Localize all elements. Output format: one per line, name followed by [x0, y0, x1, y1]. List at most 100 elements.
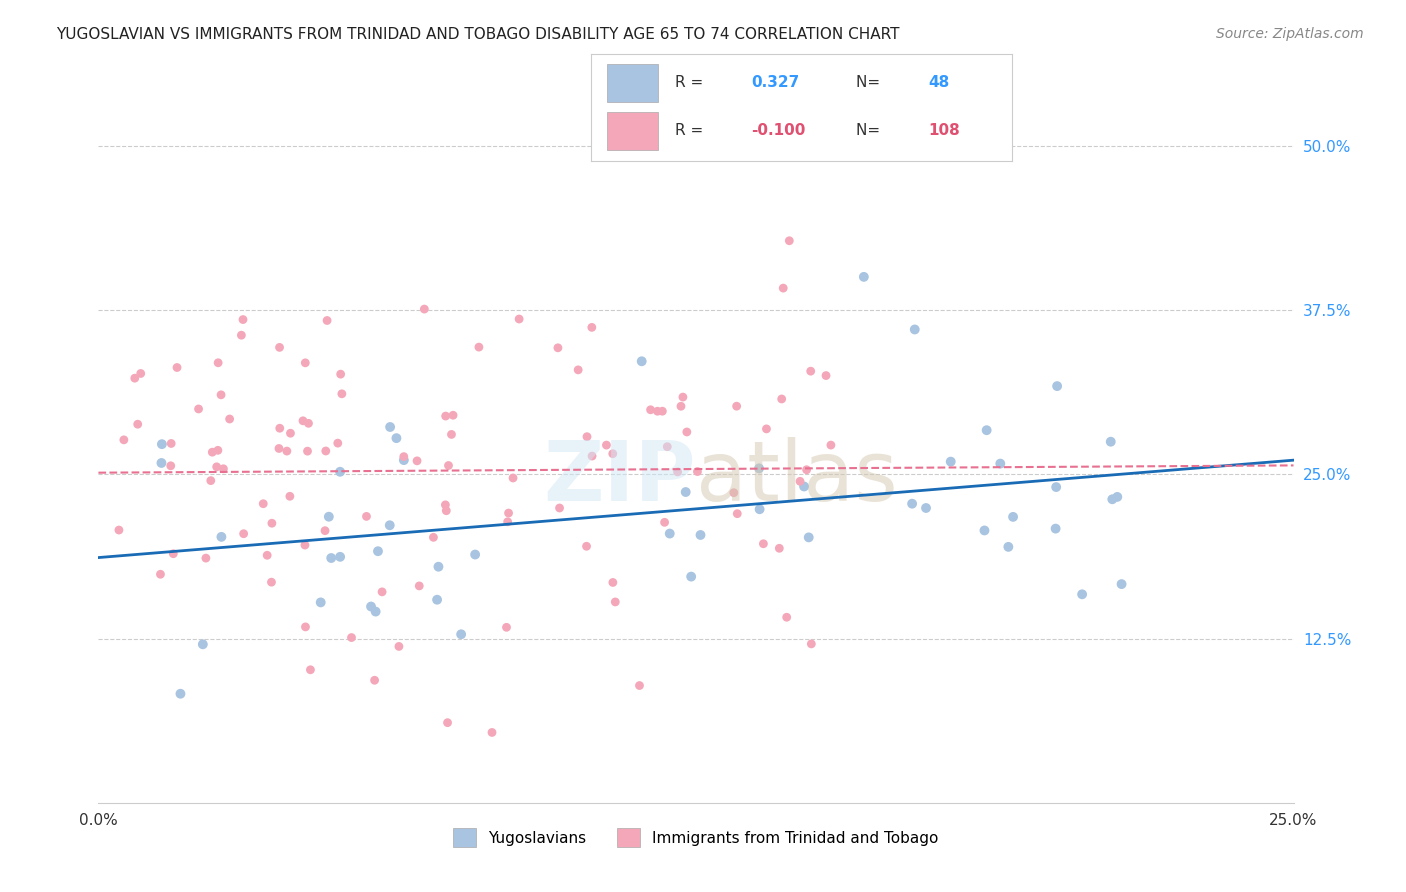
- Point: [371, 585, 394, 599]
- Point: [630, 354, 652, 368]
- Point: [280, 426, 302, 441]
- Point: [256, 549, 278, 563]
- Point: [150, 456, 173, 470]
- Point: [502, 471, 524, 485]
- Point: [437, 458, 460, 473]
- Point: [169, 687, 191, 701]
- Point: [675, 485, 697, 500]
- Point: [434, 504, 457, 518]
- Point: [658, 526, 681, 541]
- Point: [575, 539, 598, 553]
- Point: [309, 595, 332, 609]
- Point: [1045, 480, 1067, 494]
- Point: [915, 501, 938, 516]
- Point: [318, 509, 340, 524]
- Text: -0.100: -0.100: [751, 123, 806, 138]
- Point: [294, 620, 316, 634]
- Point: [108, 523, 131, 537]
- Text: 48: 48: [928, 75, 949, 90]
- Point: [315, 444, 337, 458]
- Text: N=: N=: [856, 75, 886, 90]
- Point: [496, 515, 519, 529]
- Point: [654, 516, 676, 530]
- Point: [575, 430, 598, 444]
- Point: [127, 417, 149, 432]
- Point: [725, 507, 748, 521]
- Point: [422, 530, 444, 544]
- Point: [166, 360, 188, 375]
- Text: R =: R =: [675, 123, 709, 138]
- Point: [498, 506, 520, 520]
- Point: [669, 399, 692, 413]
- Text: YUGOSLAVIAN VS IMMIGRANTS FROM TRINIDAD AND TOBAGO DISABILITY AGE 65 TO 74 CORRE: YUGOSLAVIAN VS IMMIGRANTS FROM TRINIDAD …: [56, 27, 900, 42]
- Point: [793, 479, 815, 493]
- Point: [770, 392, 793, 406]
- Point: [330, 386, 353, 401]
- Point: [112, 433, 135, 447]
- Point: [495, 620, 517, 634]
- Point: [1002, 509, 1025, 524]
- Point: [797, 530, 820, 544]
- Point: [278, 489, 301, 503]
- Point: [406, 454, 429, 468]
- Point: [1101, 492, 1123, 507]
- Point: [1107, 490, 1129, 504]
- Point: [602, 575, 624, 590]
- Point: [595, 438, 617, 452]
- Point: [316, 313, 339, 327]
- Point: [291, 414, 314, 428]
- Point: [150, 437, 173, 451]
- Point: [160, 436, 183, 450]
- Text: 0.327: 0.327: [751, 75, 799, 90]
- Point: [269, 421, 291, 435]
- Point: [294, 538, 316, 552]
- Point: [427, 559, 450, 574]
- Point: [789, 475, 811, 489]
- Point: [367, 544, 389, 558]
- Point: [1045, 522, 1067, 536]
- Point: [676, 425, 699, 439]
- Point: [232, 526, 254, 541]
- Point: [581, 449, 603, 463]
- Point: [1046, 379, 1069, 393]
- Point: [129, 367, 152, 381]
- Point: [413, 301, 436, 316]
- Point: [548, 501, 571, 516]
- Point: [441, 409, 464, 423]
- Point: [796, 463, 818, 477]
- Point: [124, 371, 146, 385]
- Point: [800, 364, 823, 378]
- Point: [314, 524, 336, 538]
- Point: [440, 427, 463, 442]
- Point: [194, 551, 217, 566]
- Point: [939, 455, 962, 469]
- Point: [209, 388, 232, 402]
- Point: [321, 551, 343, 566]
- Point: [567, 363, 589, 377]
- Point: [149, 567, 172, 582]
- Point: [1099, 434, 1122, 449]
- Point: [997, 540, 1019, 554]
- Point: [207, 356, 229, 370]
- Point: [231, 328, 253, 343]
- Point: [581, 320, 603, 334]
- Point: [392, 453, 415, 467]
- Point: [356, 509, 378, 524]
- Point: [772, 281, 794, 295]
- Point: [191, 637, 214, 651]
- Point: [434, 409, 457, 423]
- Point: [681, 569, 703, 583]
- Point: [852, 269, 875, 284]
- Point: [276, 444, 298, 458]
- Point: [605, 595, 627, 609]
- Point: [800, 637, 823, 651]
- Point: [723, 485, 745, 500]
- Point: [651, 404, 673, 418]
- Point: [904, 322, 927, 336]
- Point: [768, 541, 790, 556]
- FancyBboxPatch shape: [607, 112, 658, 150]
- Point: [212, 462, 235, 476]
- Point: [299, 663, 322, 677]
- Text: ZIP: ZIP: [544, 437, 696, 518]
- Point: [755, 422, 778, 436]
